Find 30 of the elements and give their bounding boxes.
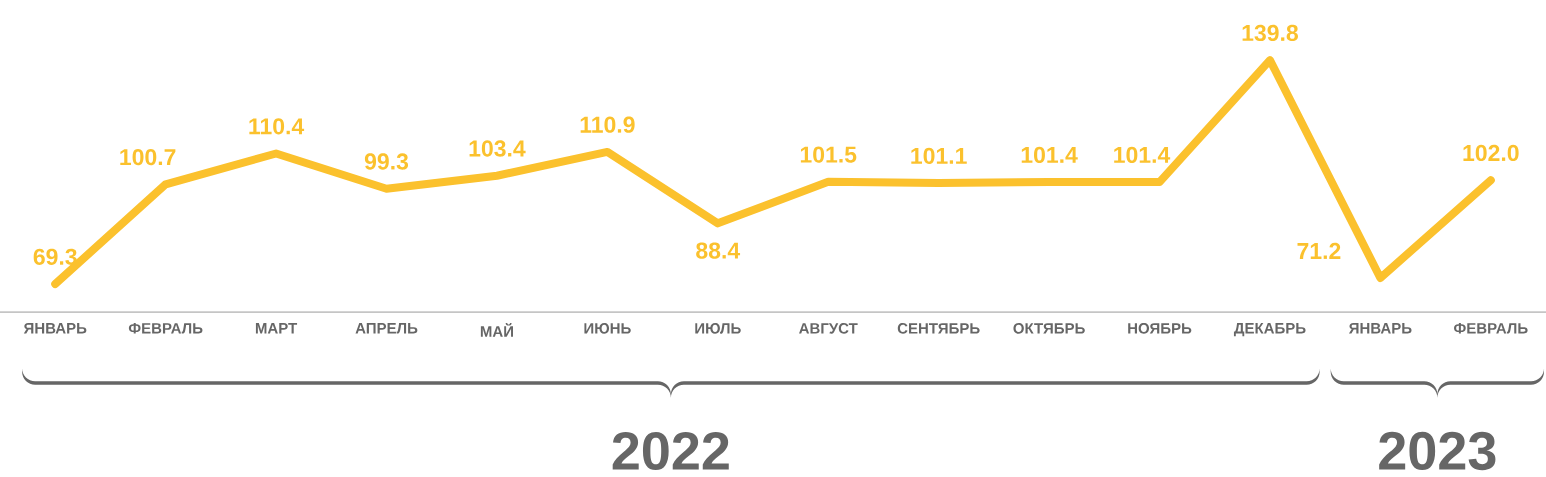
x-tick-label: ДЕКАБРЬ: [1233, 323, 1306, 337]
x-tick-label: ИЮЛЬ: [695, 323, 741, 334]
data-label: 101.1: [911, 147, 967, 164]
data-label: 99.3: [364, 153, 409, 170]
data-label: 69.3: [33, 248, 77, 265]
text: 2023: [1379, 431, 1496, 471]
x-tick-label: ЯНВАРЬ: [1348, 323, 1412, 334]
data-label: 110.9: [580, 116, 635, 133]
data-label: 101.4: [1114, 146, 1171, 164]
text: 2022: [612, 431, 729, 471]
data-label: 101.4: [1021, 146, 1078, 164]
x-tick-label: ФЕВРАЛЬ: [128, 323, 203, 334]
x-tick-label: ФЕВРАЛЬ: [1454, 323, 1528, 334]
x-tick-label: ОКТЯБРЬ: [1013, 323, 1085, 334]
x-tick-label: НОЯБРЬ: [1128, 323, 1192, 334]
x-tick-label: МАЙ: [480, 323, 513, 337]
x-tick-label: ЯНВАРЬ: [23, 323, 87, 334]
data-label: 88.4: [696, 242, 741, 259]
data-label: 110.4: [249, 118, 305, 135]
x-tick-label: АПРЕЛЬ: [355, 323, 418, 334]
x-tick-label: МАРТ: [255, 323, 298, 334]
x-tick-label: СЕНТЯБРЬ: [897, 323, 980, 334]
data-label: 101.5: [800, 146, 857, 163]
data-label: 100.7: [120, 148, 176, 166]
x-tick-label: АВГУСТ: [799, 323, 858, 334]
data-label: 102.0: [1463, 144, 1519, 162]
data-label: 71.2: [1297, 242, 1341, 259]
data-label: 103.4: [469, 140, 526, 157]
data-label: 139.8: [1242, 24, 1298, 42]
x-tick-label: ИЮНЬ: [584, 323, 631, 334]
